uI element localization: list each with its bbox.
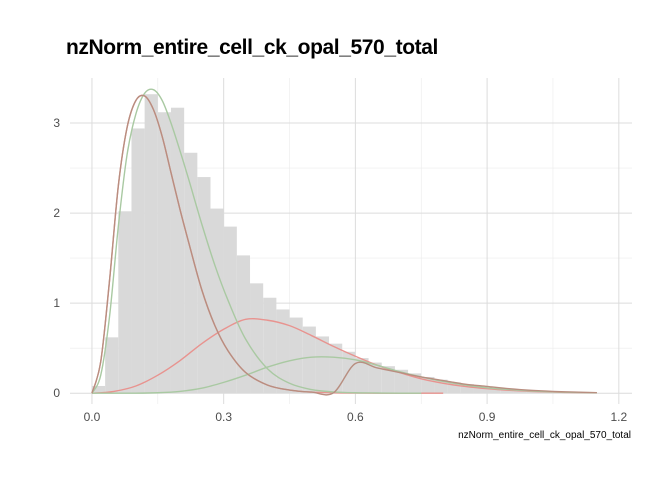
- x-tick-label: 0.9: [479, 410, 496, 424]
- tick-labels: 0.0 0.3 0.6 0.9 1.2 0 1 2 3: [53, 116, 627, 424]
- histogram-bar: [394, 369, 409, 394]
- histogram-bar: [289, 317, 303, 394]
- histogram-bar: [302, 326, 316, 394]
- histogram-bar: [473, 385, 488, 394]
- histogram-bar: [144, 94, 158, 394]
- histogram-bar: [329, 343, 343, 394]
- histogram-bar: [500, 389, 514, 394]
- histogram-bar: [250, 283, 264, 394]
- histogram-bar: [157, 112, 171, 394]
- histogram-bar: [118, 211, 132, 394]
- histogram-bar: [223, 226, 237, 394]
- density-curve-4: [91, 356, 597, 394]
- histogram-bar: [184, 152, 198, 394]
- y-tick-label: 1: [53, 296, 60, 310]
- histogram-bar: [368, 362, 382, 394]
- x-tick-label: 0.0: [84, 410, 101, 424]
- density-curve-5: [91, 94, 597, 396]
- histogram-bar: [236, 255, 251, 394]
- histogram-bar: [170, 107, 185, 394]
- histogram-bar: [381, 366, 395, 394]
- histogram-bar: [315, 336, 330, 394]
- histogram-bar: [197, 177, 211, 394]
- x-axis-title: nzNorm_entire_cell_ck_opal_570_total: [458, 430, 631, 441]
- x-tick-label: 0.3: [215, 410, 232, 424]
- histogram-bar: [513, 390, 527, 394]
- y-tick-label: 0: [53, 386, 60, 400]
- histogram-bar: [447, 382, 461, 394]
- y-tick-label: 2: [53, 206, 60, 220]
- x-tick-label: 1.2: [610, 410, 627, 424]
- histogram-bar: [355, 358, 369, 394]
- histogram-bar: [487, 387, 501, 394]
- histogram-bar: [131, 128, 145, 394]
- histogram-bar: [263, 297, 277, 394]
- histogram-bar: [91, 385, 106, 394]
- histogram-bar: [342, 351, 356, 394]
- chart-title: nzNorm_entire_cell_ck_opal_570_total: [66, 36, 438, 59]
- density-curves: [91, 88, 597, 396]
- histogram-bar: [526, 391, 540, 394]
- histogram-bar: [105, 337, 119, 394]
- y-tick-label: 3: [53, 116, 60, 130]
- histogram-bar: [460, 384, 474, 394]
- x-tick-label: 0.6: [347, 410, 364, 424]
- histogram-bar: [276, 309, 290, 394]
- histogram-bar: [210, 208, 224, 394]
